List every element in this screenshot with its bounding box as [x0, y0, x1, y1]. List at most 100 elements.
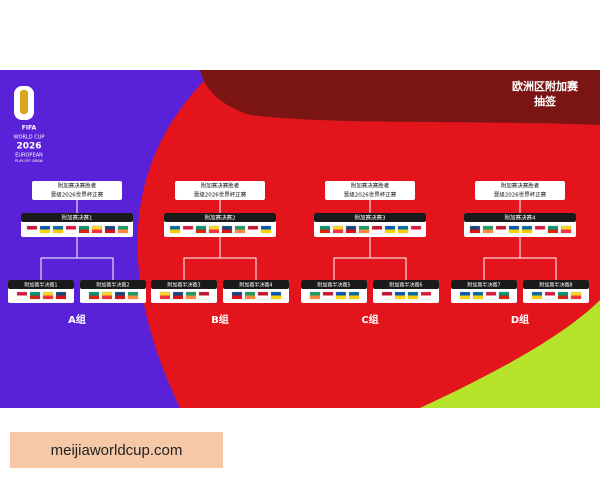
- final-label: 附加赛决赛2: [205, 214, 236, 222]
- winner-text: 晋级2026世界杯正赛: [344, 191, 397, 199]
- flag: [372, 229, 382, 233]
- winner-text: 附加赛决赛胜者: [501, 182, 540, 190]
- flag: [79, 229, 89, 233]
- flag: [320, 229, 330, 233]
- flag: [411, 229, 421, 233]
- logo-text: WORLD CUP: [14, 135, 45, 141]
- flag: [558, 295, 568, 299]
- logo-text: PLAY-OFF DRAW: [15, 159, 43, 163]
- flag: [261, 229, 271, 233]
- flag: [248, 229, 258, 233]
- winner-text: 附加赛决赛胜者: [351, 182, 390, 190]
- flag: [323, 295, 333, 299]
- final-header: [164, 213, 276, 222]
- flag: [382, 295, 392, 299]
- group-label: B组: [211, 313, 229, 326]
- winner-box: [325, 181, 415, 200]
- semi-header: [373, 280, 439, 289]
- semi-header: [151, 280, 217, 289]
- winner-text: 晋级2026世界杯正赛: [494, 191, 547, 199]
- final-label: 附加赛决赛3: [355, 214, 387, 222]
- flag: [571, 295, 581, 299]
- flag: [545, 295, 555, 299]
- flag: [473, 295, 483, 299]
- flag: [535, 229, 545, 233]
- group-label: A组: [68, 313, 86, 326]
- flag: [483, 229, 493, 233]
- connector: [183, 237, 257, 280]
- subtitle: 抽签: [534, 94, 557, 108]
- connector: [483, 237, 557, 280]
- flag: [222, 229, 232, 233]
- semi-header: [8, 280, 74, 289]
- semi-header: [523, 280, 589, 289]
- semi-header: [223, 280, 289, 289]
- logo-text: EUROPEAN: [15, 153, 43, 159]
- semi-label: 附加赛半决赛1: [24, 282, 57, 289]
- flag: [271, 295, 281, 299]
- connector: [40, 237, 114, 280]
- winner-text: 晋级2026世界杯正赛: [51, 191, 104, 199]
- flag: [89, 295, 99, 299]
- flag: [27, 229, 37, 233]
- flag: [245, 295, 255, 299]
- background-purple: [0, 70, 215, 408]
- flag: [421, 295, 431, 299]
- flag: [199, 295, 209, 299]
- final-label: 附加赛决赛4: [505, 214, 537, 222]
- flag: [258, 295, 268, 299]
- flag: [486, 295, 496, 299]
- winner-box: [175, 181, 265, 200]
- flag: [173, 295, 183, 299]
- flag: [118, 229, 128, 233]
- flag: [128, 295, 138, 299]
- group-label: C组: [361, 313, 378, 326]
- winner-text: 晋级2026世界杯正赛: [194, 191, 247, 199]
- flag: [92, 229, 102, 233]
- semi-label: 附加赛半决赛7: [467, 282, 500, 289]
- semi-label: 附加赛半决赛8: [539, 282, 572, 289]
- flag: [209, 229, 219, 233]
- flag: [310, 295, 320, 299]
- watermark: meijiaworldcup.com: [10, 432, 223, 468]
- title: 欧洲区附加赛: [512, 79, 579, 93]
- flag: [349, 295, 359, 299]
- final-header: [314, 213, 426, 222]
- flag: [30, 295, 40, 299]
- flag: [359, 229, 369, 233]
- semi-header: [451, 280, 517, 289]
- final-header: [464, 213, 576, 222]
- flag: [509, 229, 519, 233]
- semi-label: 附加赛半决赛4: [239, 282, 272, 289]
- connector: [333, 237, 407, 280]
- logo-text: 2026: [16, 142, 41, 152]
- background-darkred: [200, 70, 600, 125]
- flag: [170, 229, 180, 233]
- flag: [232, 295, 242, 299]
- flag: [56, 295, 66, 299]
- flag: [17, 295, 27, 299]
- flag: [408, 295, 418, 299]
- flag: [346, 229, 356, 233]
- flag: [53, 229, 63, 233]
- flag: [522, 229, 532, 233]
- flag: [496, 229, 506, 233]
- semi-label: 附加赛半决赛5: [317, 282, 350, 289]
- semi-label: 附加赛半决赛6: [389, 282, 422, 289]
- winner-text: 附加赛决赛胜者: [58, 182, 97, 190]
- final-header: [21, 213, 133, 222]
- flag: [532, 295, 542, 299]
- flag: [40, 229, 50, 233]
- flag: [235, 229, 245, 233]
- winner-box: [475, 181, 565, 200]
- flag: [336, 295, 346, 299]
- background-lime: [420, 300, 600, 408]
- flag: [561, 229, 571, 233]
- flag: [333, 229, 343, 233]
- flag: [105, 229, 115, 233]
- semi-label: 附加赛半决赛2: [96, 282, 129, 289]
- semi-header: [80, 280, 146, 289]
- flag: [183, 229, 193, 233]
